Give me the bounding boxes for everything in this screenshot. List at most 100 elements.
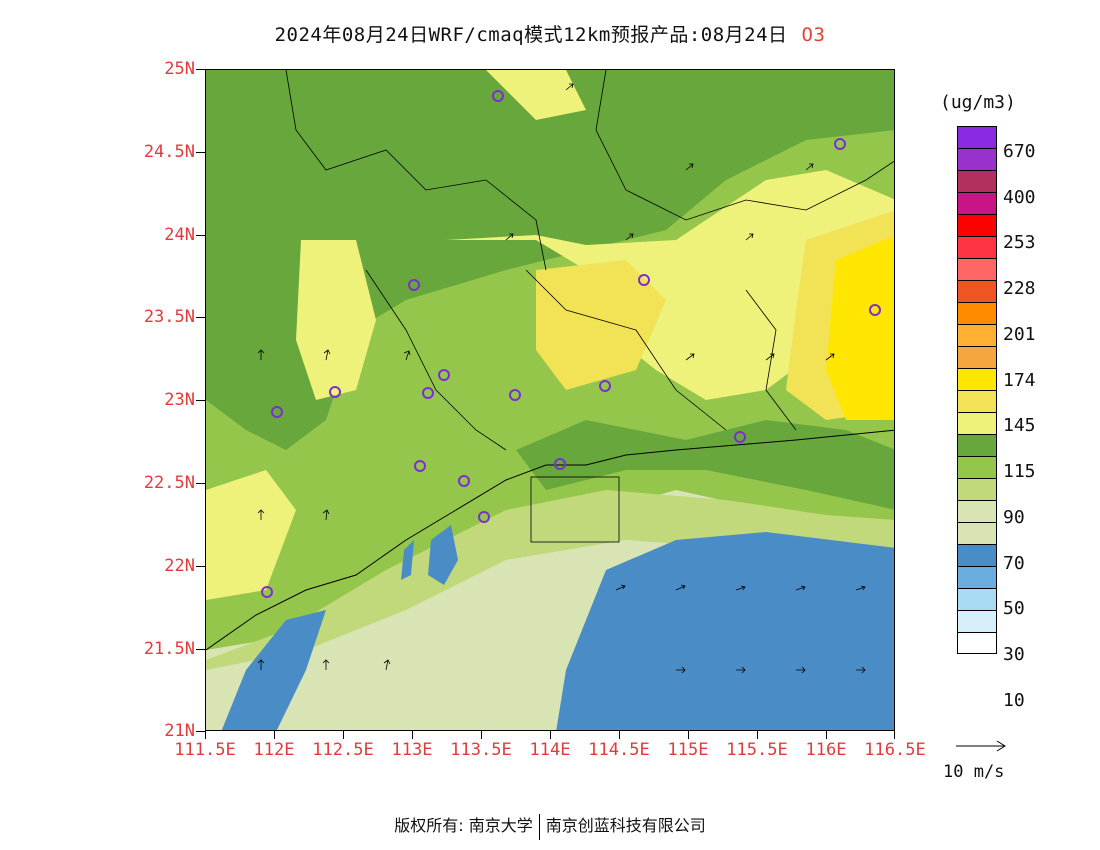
- colorbar-segment: [957, 478, 997, 500]
- x-tick: [826, 731, 827, 739]
- colorbar-segment: [957, 434, 997, 456]
- x-tick-label: 113.5E: [450, 740, 512, 760]
- colorbar-label: 201: [1003, 324, 1036, 345]
- x-tick: [894, 731, 895, 739]
- colorbar-segment: [957, 192, 997, 214]
- hong-kong-box: [530, 476, 620, 543]
- colorbar-segment: [957, 610, 997, 632]
- y-tick-label: 22.5N: [143, 473, 195, 493]
- colorbar-segment: [957, 566, 997, 588]
- y-tick-label: 22N: [164, 556, 195, 576]
- land-dark-green-north: [206, 70, 894, 450]
- colorbar-label: 670: [1003, 141, 1036, 162]
- y-tick: [196, 400, 205, 401]
- colorbar-segment: [957, 170, 997, 192]
- colorbar-label: 30: [1003, 644, 1025, 665]
- colorbar-label: 115: [1003, 461, 1036, 482]
- zone-light-green-coast: [206, 490, 894, 670]
- copyright-org-1: 南京大学: [468, 816, 533, 835]
- y-tick: [196, 483, 205, 484]
- wind-arrows: [257, 83, 866, 674]
- sea-blue-inlet: [401, 540, 414, 580]
- colorbar-segment: [957, 412, 997, 434]
- zone-bright-yellow-east: [826, 235, 894, 420]
- colorbar-label: 50: [1003, 598, 1025, 619]
- y-tick: [196, 649, 205, 650]
- x-tick-label: 111.5E: [174, 740, 236, 760]
- x-tick-label: 112.5E: [312, 740, 374, 760]
- x-tick-label: 114E: [529, 740, 571, 760]
- colorbar-segment: [957, 632, 997, 654]
- colorbar-segment: [957, 302, 997, 324]
- sea-blue-estuary: [428, 525, 458, 585]
- x-tick-label: 115.5E: [726, 740, 788, 760]
- colorbar-segment: [957, 456, 997, 478]
- colorbar-label: 174: [1003, 370, 1036, 391]
- colorbar-label: 70: [1003, 553, 1025, 574]
- colorbar-unit: (ug/m3): [940, 92, 1016, 113]
- footer-divider: [538, 813, 540, 840]
- copyright-label: 版权所有:: [394, 816, 464, 835]
- colorbar-segment: [957, 126, 997, 148]
- title-text: 2024年08月24日WRF/cmaq模式12km预报产品:08月24日: [274, 24, 788, 46]
- colorbar-label: 90: [1003, 507, 1025, 528]
- wind-scale-arrow-icon: [956, 740, 1006, 752]
- x-tick: [412, 731, 413, 739]
- zone-pale-yellow-west: [296, 240, 376, 400]
- colorbar-segment: [957, 544, 997, 566]
- forecast-map[interactable]: [205, 69, 895, 731]
- colorbar-label: 228: [1003, 278, 1036, 299]
- copyright-org-2: 南京创蓝科技有限公司: [545, 816, 706, 835]
- x-tick-label: 112E: [253, 740, 295, 760]
- colorbar-segment: [957, 148, 997, 170]
- y-tick-label: 24N: [164, 225, 195, 245]
- colorbar-segment: [957, 324, 997, 346]
- x-tick: [481, 731, 482, 739]
- pollutant-label: O3: [801, 24, 826, 46]
- zone-yellow-center: [536, 260, 666, 390]
- colorbar-label: 10: [1003, 690, 1025, 711]
- x-tick: [274, 731, 275, 739]
- y-tick: [196, 235, 205, 236]
- x-tick-label: 115E: [667, 740, 709, 760]
- border-1: [285, 70, 547, 271]
- border-4: [525, 269, 727, 431]
- y-tick: [196, 152, 205, 153]
- y-tick: [196, 317, 205, 318]
- station-markers: [261, 90, 881, 598]
- colorbar-segment: [957, 368, 997, 390]
- x-tick: [688, 731, 689, 739]
- colorbar-label: 145: [1003, 415, 1036, 436]
- y-tick-label: 25N: [164, 59, 195, 79]
- y-tick-label: 23.5N: [143, 307, 195, 327]
- x-tick: [619, 731, 620, 739]
- border-3: [365, 269, 507, 451]
- colorbar-segment: [957, 522, 997, 544]
- colorbar: [957, 126, 997, 654]
- y-tick-label: 23N: [164, 390, 195, 410]
- wind-scale-label: 10 m/s: [943, 762, 1005, 782]
- x-tick-label: 113E: [391, 740, 433, 760]
- x-tick-label: 116E: [805, 740, 847, 760]
- x-tick-label: 114.5E: [588, 740, 650, 760]
- x-tick: [205, 731, 206, 739]
- colorbar-label: 253: [1003, 232, 1036, 253]
- colorbar-label: 400: [1003, 187, 1036, 208]
- x-tick-label: 116.5E: [864, 740, 926, 760]
- colorbar-segment: [957, 214, 997, 236]
- coastline: [206, 429, 894, 651]
- y-tick-label: 21N: [164, 721, 195, 741]
- x-tick: [343, 731, 344, 739]
- y-tick-label: 24.5N: [143, 142, 195, 162]
- x-tick: [550, 731, 551, 739]
- x-tick: [757, 731, 758, 739]
- colorbar-segment: [957, 258, 997, 280]
- zone-pale-yellow-central: [446, 170, 894, 400]
- sea-blue-west: [221, 610, 326, 730]
- y-tick-label: 21.5N: [143, 639, 195, 659]
- land-dark-green-south: [516, 420, 894, 510]
- colorbar-segment: [957, 500, 997, 522]
- chart-title: 2024年08月24日WRF/cmaq模式12km预报产品:08月24日 O3: [0, 20, 1100, 47]
- border-5: [745, 289, 797, 431]
- colorbar-segment: [957, 390, 997, 412]
